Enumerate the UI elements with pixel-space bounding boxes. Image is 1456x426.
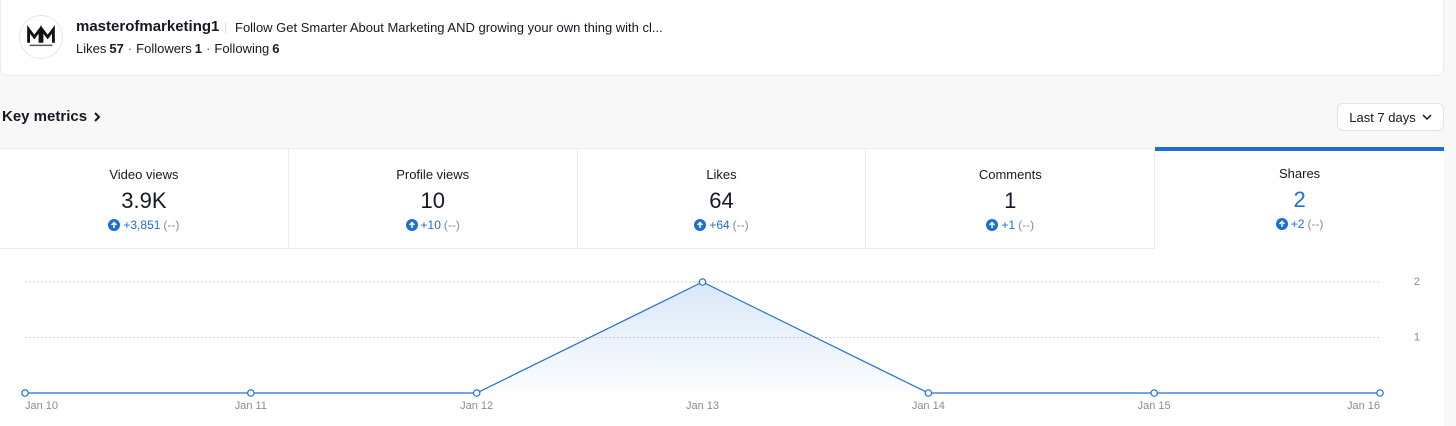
- metric-previous: (--): [1018, 218, 1035, 232]
- point: [1376, 389, 1384, 397]
- stat-label: Followers: [136, 41, 192, 56]
- metric-change-value: +2: [1290, 217, 1305, 231]
- metric-change-value: +64: [709, 218, 730, 232]
- metric-value: 3.9K: [121, 188, 167, 213]
- separator: ·: [206, 41, 211, 56]
- metric-change: +1 (--): [866, 218, 1154, 232]
- chart: 1 2 Jan 10 Jan 11 Jan 12 Jan 13 Jan 14 Jan 15 Ja…: [0, 249, 1444, 426]
- metric-tab[interactable]: Video views 3.9K +3,851 (--): [0, 148, 289, 249]
- chevron-down: [1422, 114, 1432, 121]
- stat-label: Following: [214, 41, 270, 56]
- metric-change-value: +1: [1001, 218, 1016, 232]
- metric-value: 64: [709, 188, 734, 213]
- range-label: Last 7 days: [1349, 109, 1416, 125]
- profile-stats: Likes 57 · Followers 1 · Following 6: [76, 41, 280, 56]
- separator: ·: [127, 41, 133, 56]
- point: [1150, 389, 1158, 397]
- point: [21, 389, 29, 397]
- section-title[interactable]: Key metrics: [2, 108, 101, 125]
- profile-header: masterofmarketing1 Follow Get Smarter Ab…: [0, 0, 1444, 76]
- metric-previous: (--): [1307, 217, 1324, 231]
- up-icon: [405, 219, 418, 231]
- metric-change: +10 (--): [289, 218, 577, 232]
- metric-change-value: +10: [420, 218, 441, 232]
- x-tick-label: Jan 15: [1138, 400, 1171, 412]
- chevron-right: [94, 111, 101, 122]
- metric-tab[interactable]: Comments 1 +1 (--): [866, 148, 1156, 249]
- range-dropdown[interactable]: Last 7 days: [1337, 103, 1444, 131]
- up-icon: [986, 219, 999, 231]
- metric-label: Profile views: [396, 167, 470, 182]
- stat-value: 6: [272, 41, 280, 56]
- point: [698, 278, 707, 286]
- metric-tab[interactable]: Likes 64 +64 (--): [577, 148, 867, 249]
- x-tick-label: Jan 10: [25, 400, 58, 412]
- metric-value: 2: [1293, 187, 1306, 212]
- metric-previous: (--): [732, 218, 749, 232]
- metric-change: +64 (--): [578, 218, 866, 232]
- metric-change: +2 (--): [1155, 217, 1444, 231]
- divider: [225, 22, 226, 34]
- stat: Followers 1: [136, 41, 202, 56]
- up-icon: [108, 219, 121, 231]
- stat-label: Likes: [76, 41, 107, 56]
- metric-label: Shares: [1278, 166, 1321, 181]
- x-tick-label: Jan 11: [235, 400, 267, 412]
- y-tick-label: 2: [1414, 276, 1420, 288]
- point: [247, 389, 255, 397]
- metric-label: Video views: [109, 167, 179, 182]
- metric-change-value: +3,851: [123, 218, 161, 232]
- x-tick-label: Jan 16: [1347, 400, 1380, 412]
- metric-value: 10: [420, 188, 445, 213]
- avatar[interactable]: [19, 15, 63, 59]
- stat-value: 1: [194, 41, 203, 56]
- bio: Follow Get Smarter About Marketing AND g…: [235, 20, 663, 35]
- metric-previous: (--): [163, 218, 180, 232]
- stat: Following 6: [214, 41, 279, 56]
- x-tick-label: Jan 13: [686, 400, 719, 412]
- y-tick-label: 1: [1414, 331, 1420, 343]
- metric-previous: (--): [443, 218, 460, 232]
- point: [924, 389, 933, 397]
- x-tick-label: Jan 12: [460, 400, 493, 412]
- area: [25, 282, 1380, 393]
- up-icon: [1275, 218, 1288, 230]
- username[interactable]: masterofmarketing1: [76, 18, 220, 35]
- metric-value: 1: [1004, 188, 1017, 213]
- section-title-text: Key metrics: [2, 108, 88, 125]
- stat: Likes 57: [76, 41, 124, 56]
- metric-tabs: Video views 3.9K +3,851 (--) Profile views 10…: [0, 147, 1444, 249]
- metric-label: Likes: [706, 167, 737, 182]
- up-icon: [694, 219, 707, 231]
- metric-tab[interactable]: Shares 2 +2 (--): [1155, 147, 1444, 249]
- point: [472, 389, 481, 397]
- stat-value: 57: [109, 41, 124, 56]
- x-tick-label: Jan 14: [912, 400, 945, 412]
- metric-tab[interactable]: Profile views 10 +10 (--): [288, 148, 578, 249]
- metric-change: +3,851 (--): [0, 218, 288, 232]
- metric-label: Comments: [978, 167, 1042, 182]
